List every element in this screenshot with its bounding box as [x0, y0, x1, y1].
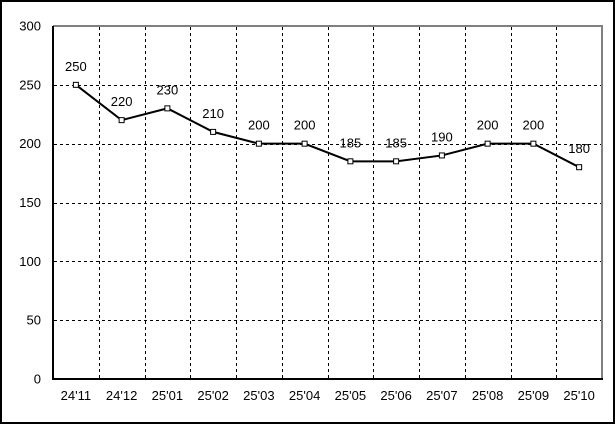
data-point-label: 200 — [248, 118, 270, 133]
x-axis-tick-label: 25'02 — [197, 388, 228, 403]
data-point-label: 200 — [523, 118, 545, 133]
x-axis-tick-label: 25'07 — [426, 388, 457, 403]
data-point-marker — [255, 140, 262, 147]
data-point-marker — [72, 81, 79, 88]
data-point-marker — [347, 158, 354, 165]
data-point-label: 180 — [568, 141, 590, 156]
data-point-marker — [118, 117, 125, 124]
data-point-marker — [210, 128, 217, 135]
data-point-label: 190 — [431, 129, 453, 144]
x-axis-tick-label: 25'05 — [335, 388, 366, 403]
data-point-label: 200 — [294, 118, 316, 133]
x-axis-tick-label: 24'11 — [61, 388, 91, 403]
data-point-marker — [530, 140, 537, 147]
x-axis-tick-label: 25'04 — [289, 388, 320, 403]
data-point-label: 200 — [477, 118, 499, 133]
x-axis-tick-label: 24'12 — [106, 388, 137, 403]
data-point-label: 185 — [385, 135, 407, 150]
y-axis-tick-label: 250 — [19, 77, 41, 92]
x-axis-tick-label: 25'06 — [380, 388, 411, 403]
data-point-label: 185 — [340, 135, 362, 150]
y-axis-tick-label: 50 — [27, 313, 41, 328]
y-axis-tick-label: 300 — [19, 19, 41, 34]
series-line — [75, 84, 580, 169]
x-axis-tick-label: 25'08 — [472, 388, 503, 403]
data-point-marker — [484, 140, 491, 147]
y-axis-tick-label: 0 — [34, 372, 41, 387]
data-point-marker — [164, 105, 171, 112]
data-point-marker — [301, 140, 308, 147]
y-axis-tick-label: 100 — [19, 254, 41, 269]
data-point-label: 210 — [202, 106, 224, 121]
x-axis-tick-label: 25'01 — [152, 388, 183, 403]
x-axis-tick-label: 25'03 — [243, 388, 274, 403]
y-axis-tick-label: 150 — [19, 195, 41, 210]
data-point-label: 220 — [111, 94, 133, 109]
x-axis-tick-label: 25'10 — [563, 388, 594, 403]
y-axis-tick-label: 200 — [19, 136, 41, 151]
x-axis-tick-label: 25'09 — [518, 388, 549, 403]
data-point-label: 250 — [65, 59, 87, 74]
data-point-marker — [393, 158, 400, 165]
data-point-marker — [576, 164, 583, 171]
data-point-label: 230 — [157, 82, 179, 97]
data-point-marker — [438, 152, 445, 159]
